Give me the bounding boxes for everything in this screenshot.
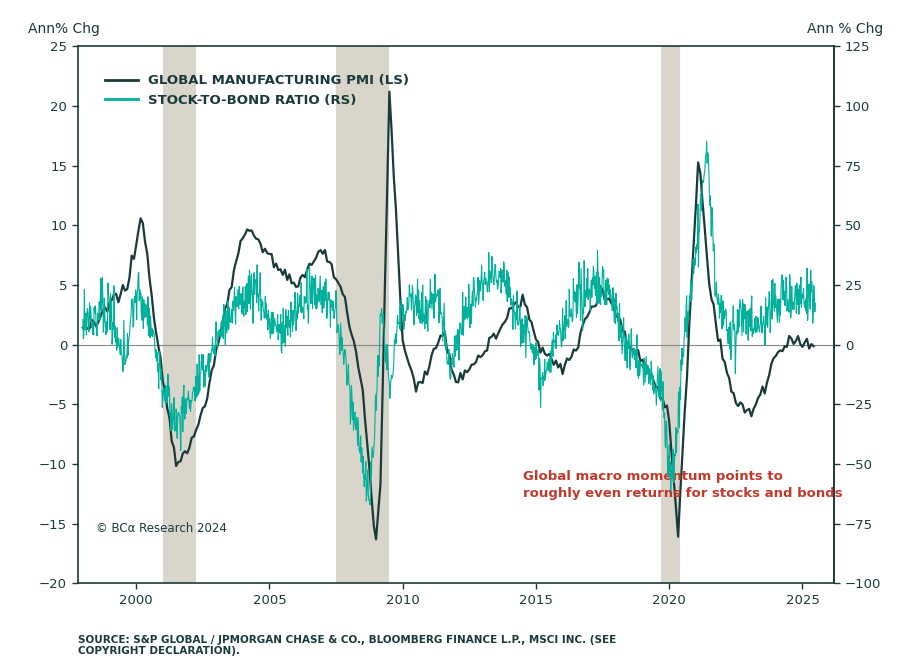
Text: © BCα Research 2024: © BCα Research 2024 bbox=[97, 522, 227, 535]
Text: Global macro momentum points to
roughly even returns for stocks and bonds: Global macro momentum points to roughly … bbox=[522, 470, 842, 500]
Text: Ann % Chg: Ann % Chg bbox=[806, 22, 883, 36]
Text: SOURCE: S&P GLOBAL / JPMORGAN CHASE & CO., BLOOMBERG FINANCE L.P., MSCI INC. (SE: SOURCE: S&P GLOBAL / JPMORGAN CHASE & CO… bbox=[77, 634, 615, 656]
Bar bbox=[335, 46, 389, 583]
Legend: GLOBAL MANUFACTURING PMI (LS), STOCK-TO-BOND RATIO (RS): GLOBAL MANUFACTURING PMI (LS), STOCK-TO-… bbox=[99, 69, 414, 112]
Bar bbox=[163, 46, 196, 583]
Bar bbox=[660, 46, 679, 583]
Text: Ann% Chg: Ann% Chg bbox=[28, 22, 100, 36]
